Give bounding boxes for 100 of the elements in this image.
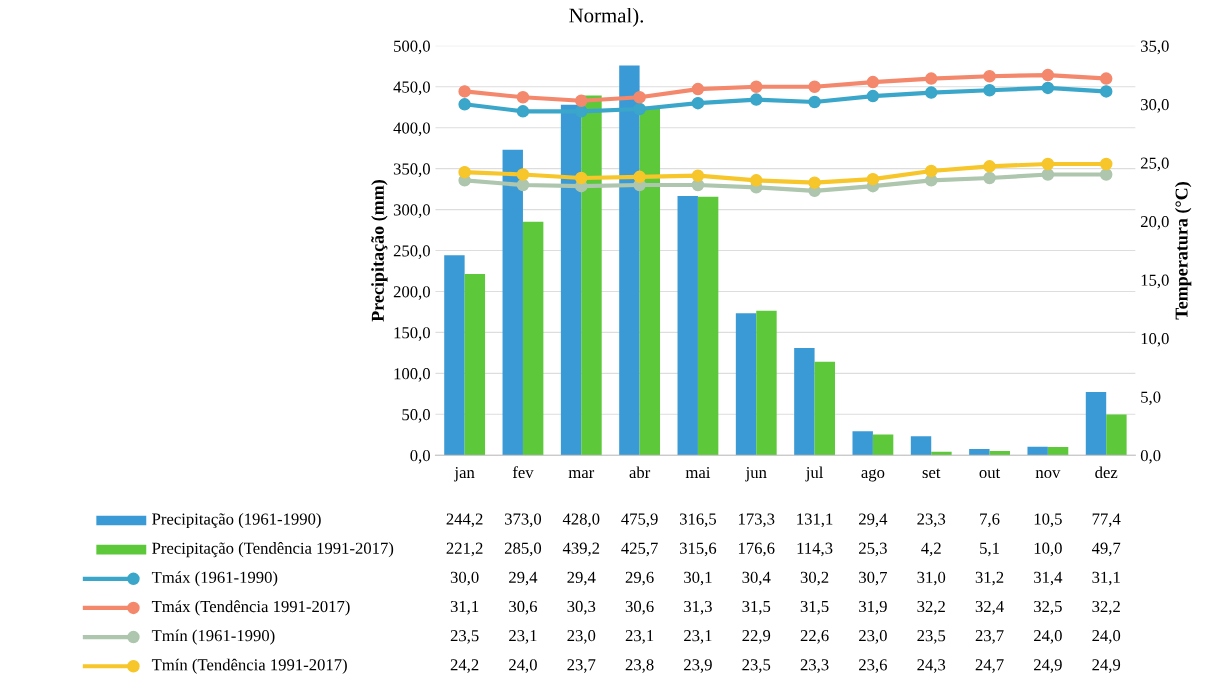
bar — [931, 451, 952, 456]
data-label: 32,2 — [917, 600, 945, 615]
data-label: 23,5 — [917, 630, 946, 644]
data-label: 32,4 — [975, 600, 1004, 615]
data-label: 77,4 — [1092, 513, 1121, 528]
point — [924, 164, 938, 178]
data-label: 24,9 — [1092, 659, 1121, 673]
y-tick-label: 200,0 — [393, 286, 430, 300]
point — [516, 91, 530, 104]
data-label: 30,1 — [684, 571, 712, 586]
data-label: 29,6 — [625, 571, 654, 586]
data-label: 31,3 — [684, 600, 712, 615]
legend-label: Tmín (1961-1990) — [151, 629, 275, 645]
point — [691, 169, 705, 182]
point — [924, 72, 938, 85]
data-label: 31,0 — [917, 571, 946, 586]
data-label: 285,0 — [504, 542, 542, 557]
data-label: 23,5 — [450, 630, 479, 644]
point — [1099, 85, 1113, 98]
bar — [444, 255, 465, 456]
y-tick-label: 150,0 — [394, 327, 430, 341]
point — [691, 82, 705, 96]
data-label: 23,1 — [684, 630, 712, 644]
point — [866, 89, 880, 103]
y2-tick-label: 30,0 — [1141, 99, 1169, 113]
data-label: 23,0 — [859, 630, 887, 644]
point — [808, 95, 821, 109]
data-label: 22,9 — [742, 630, 771, 644]
data-label: 31,9 — [859, 600, 887, 615]
data-label: 10,0 — [1034, 542, 1062, 557]
data-label: 23,5 — [742, 659, 771, 673]
data-label: 221,2 — [446, 542, 483, 557]
data-label: 176,6 — [738, 542, 775, 557]
x-tick-label: abr — [629, 466, 651, 479]
point — [983, 69, 996, 83]
data-label: 24,7 — [975, 659, 1004, 673]
y-tick-label: 50,0 — [402, 409, 430, 423]
data-label: 131,1 — [797, 513, 833, 528]
point — [575, 105, 588, 118]
data-label: 23,1 — [509, 630, 537, 644]
bar — [910, 436, 932, 456]
data-label: 29,4 — [509, 571, 538, 586]
data-label: 31,4 — [1034, 571, 1063, 586]
data-label: 24,0 — [509, 659, 537, 673]
point — [516, 178, 530, 192]
y2-tick-label: 35,0 — [1141, 40, 1169, 55]
data-label: 475,9 — [621, 513, 658, 528]
y2-tick-label: 15,0 — [1141, 274, 1169, 289]
data-label: 31,1 — [1092, 571, 1120, 586]
y2-tick-label: 20,0 — [1140, 215, 1169, 230]
bar — [756, 310, 777, 456]
bar — [581, 95, 602, 456]
data-label: 23,6 — [859, 659, 887, 673]
data-label: 10,5 — [1034, 513, 1062, 528]
data-label: 24,0 — [1092, 630, 1121, 644]
bar — [619, 65, 640, 456]
point — [633, 102, 646, 116]
point — [691, 96, 705, 110]
bar — [852, 431, 873, 456]
point — [458, 98, 471, 111]
x-tick-label: jul — [805, 466, 824, 482]
x-tick-label: mar — [568, 470, 595, 479]
legend-label: Tmín (Tendência 1991-2017) — [151, 658, 347, 674]
bar — [697, 196, 719, 456]
point — [750, 174, 763, 187]
bar — [1047, 447, 1069, 456]
data-label: 425,7 — [621, 542, 658, 557]
x-tick-label: nov — [1035, 470, 1061, 479]
data-label: 32,2 — [1092, 600, 1120, 615]
bar — [677, 196, 698, 456]
chart-title: Normal). — [569, 7, 644, 27]
data-label: 5,1 — [980, 542, 999, 557]
y2-axis-title: Temperatura (°C) — [1174, 182, 1192, 320]
point — [516, 168, 530, 181]
data-label: 30,6 — [509, 600, 538, 615]
data-label: 30,3 — [567, 600, 596, 615]
data-label: 23,3 — [800, 659, 829, 673]
data-label: 7,6 — [980, 513, 1000, 528]
x-tick-label: jun — [745, 466, 767, 482]
point — [1099, 72, 1113, 85]
y-tick-label: 500,0 — [394, 40, 430, 55]
data-label: 24,9 — [1034, 659, 1062, 673]
data-label: 439,2 — [562, 542, 600, 557]
point — [575, 94, 588, 108]
data-label: 23,1 — [625, 630, 654, 644]
x-tick-label: set — [922, 468, 941, 479]
data-label: 30,7 — [859, 571, 888, 586]
y2-tick-label: 10,0 — [1141, 332, 1169, 347]
data-label: 30,6 — [625, 600, 654, 615]
point — [633, 170, 646, 184]
point — [1041, 168, 1055, 181]
point — [983, 171, 996, 185]
data-label: 25,3 — [859, 542, 887, 557]
data-label: 32,5 — [1034, 600, 1062, 615]
point — [1099, 157, 1113, 171]
data-label: 244,2 — [446, 513, 483, 528]
data-label: 173,3 — [738, 513, 775, 528]
data-label: 316,5 — [679, 513, 717, 528]
point — [458, 165, 471, 179]
bar — [560, 104, 582, 456]
